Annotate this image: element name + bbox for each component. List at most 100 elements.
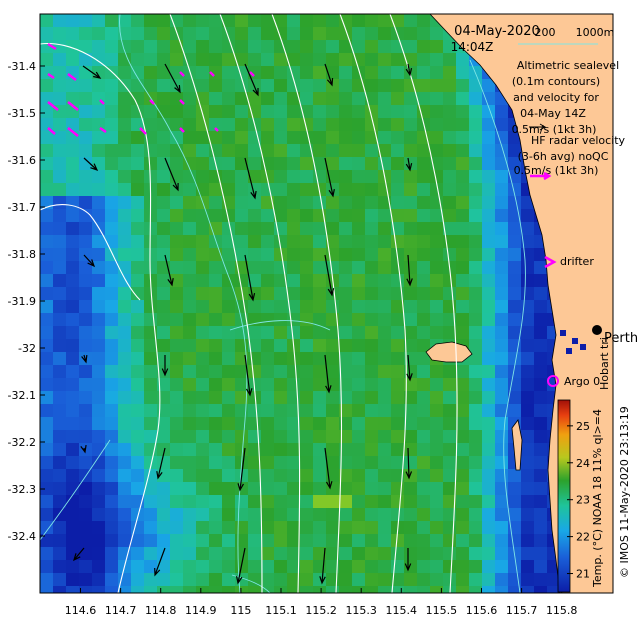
velocity-arrow-icon [237,447,246,492]
perth-label: Perth [604,331,638,346]
hf-radar-arrow-icon [249,71,255,77]
velocity-arrow-icon [80,444,87,454]
hf-radar-arrow-icon [47,72,55,80]
garden-island [511,419,523,471]
hf-radar-arrow-icon [99,126,107,134]
velocity-arrow-icon [156,447,166,480]
x-tick-label: 115 [230,604,251,617]
map-date: 04-May-2020 [454,24,540,39]
hf-radar-vectors [47,42,255,137]
alt-legend-line: and velocity for [513,91,599,104]
y-tick-label: -32.4 [8,530,36,543]
velocity-arrow-icon [244,254,256,302]
x-tick-label: 115.8 [546,604,578,617]
y-tick-label: -31.4 [8,60,36,73]
velocity-arrow-icon [83,254,96,268]
hf-radar-arrow-icon [209,71,215,77]
hf-radar-arrow-icon [47,101,59,111]
hf-radar-arrow-icon [149,99,155,105]
velocity-arrow-icon [164,254,174,287]
colorbar-tick-label: 24 [576,457,590,470]
velocity-arrow-icon [164,63,181,94]
alt-legend-line: Altimetric sealevel [517,59,619,72]
x-tick-label: 115.3 [345,604,377,617]
velocity-arrow-icon [236,547,246,585]
velocity-arrow-icon [324,354,332,394]
colorbar-tick-label: 22 [576,531,590,544]
hf-radar-arrow-icon [179,127,185,133]
colorbar-tick-label: 21 [576,568,590,581]
hf-radar-arrow-icon [67,127,79,137]
argo-label: Argo 0 [564,375,600,388]
velocity-arrow-icon [406,254,413,287]
velocity-arrow-icon [324,63,334,87]
alt-legend-line: 0.5m/s (1kt 3h) [512,123,597,136]
velocity-arrow-icon [405,63,413,77]
x-tick-label: 115.5 [426,604,458,617]
x-tick-label: 114.6 [65,604,97,617]
velocity-arrow-icon [405,447,413,480]
altimetry-legend: Altimetric sealevel (0.1m contours) and … [512,59,620,136]
colorbar-tick-label: 23 [576,494,590,507]
colorbar-tick-label: 25 [576,420,590,433]
velocity-arrow-icon [73,547,85,562]
alt-legend-arrow-icon [529,123,546,131]
x-tick-label: 114.8 [145,604,177,617]
colorbar-scale [557,399,571,593]
argo-float-icon [547,375,559,387]
alt-legend-line: 04-May 14Z [520,107,586,120]
hf-legend-line: (3-6h avg) noQC [518,150,609,163]
velocity-arrow-icon [83,157,99,172]
velocity-arrow-icon [406,354,413,382]
institution-label: Hobart tri [598,337,611,390]
velocity-arrow-icon [324,157,335,198]
velocity-arrow-icon [244,63,259,97]
colorbar: 25 24 23 22 21 Temp. (°C) NOAA 18 11% ql>=4 [557,399,604,593]
alt-legend-line: (0.1m contours) [512,75,600,88]
x-tick-label: 114.7 [105,604,137,617]
hf-radar-arrow-icon [179,71,185,77]
colorbar-label: Temp. (°C) NOAA 18 11% ql>=4 [591,409,604,588]
plot-frame [39,13,614,594]
y-tick-label: -31.5 [8,107,36,120]
y-tick-label: -32.3 [8,483,36,496]
hf-legend-line: 0.5m/s (1kt 3h) [514,164,599,177]
x-tick-label: 114.9 [185,604,217,617]
hf-radar-arrow-icon [179,99,185,105]
hf-radar-arrow-icon [99,99,105,105]
rottnest-island [425,341,473,363]
colorbar-ticks: 25 24 23 22 21 [567,420,590,581]
velocity-arrow-icon [82,65,102,79]
velocity-arrow-icon [324,447,333,490]
drifter-icon [544,255,557,269]
velocity-arrow-icon [404,548,412,572]
plot-area [40,14,613,593]
y-tick-label: -31.9 [8,295,36,308]
drifter-label: drifter [560,255,594,268]
y-tick-label: -31.8 [8,248,36,261]
y-tick-label: -31.6 [8,154,36,167]
velocity-arrow-icon [244,157,257,200]
sealevel-contours [40,14,458,593]
hf-radar-arrow-icon [47,42,57,51]
hf-legend-arrow-icon [530,171,552,181]
y-tick-label: -31.7 [8,201,36,214]
velocity-arrow-icon [154,547,166,577]
coastal-blue-blocks [560,330,586,354]
velocity-arrow-icon [324,254,335,297]
hf-legend-line: HF radar velocity [531,134,626,147]
hfradar-legend: HF radar velocity (3-6h avg) noQC 0.5m/s… [514,134,626,181]
bathy-legend-200: 200 [535,26,556,39]
hf-radar-arrow-icon [139,127,147,135]
y-tick-label: -32 [18,342,36,355]
map-time: 14:04Z [451,40,494,54]
altimetry-velocity-vectors [73,63,413,585]
x-tick-label: 115.4 [386,604,418,617]
velocity-arrow-icon [161,355,169,377]
y-axis: -31.4 -31.5 -31.6 -31.7 -31.8 -31.9 -32 -32.1 -3… [8,60,45,543]
velocity-arrow-icon [405,157,413,172]
hf-radar-arrow-icon [67,73,77,81]
x-tick-label: 115.1 [265,604,297,617]
hf-radar-arrow-icon [47,127,56,135]
hf-radar-arrow-icon [214,127,219,132]
